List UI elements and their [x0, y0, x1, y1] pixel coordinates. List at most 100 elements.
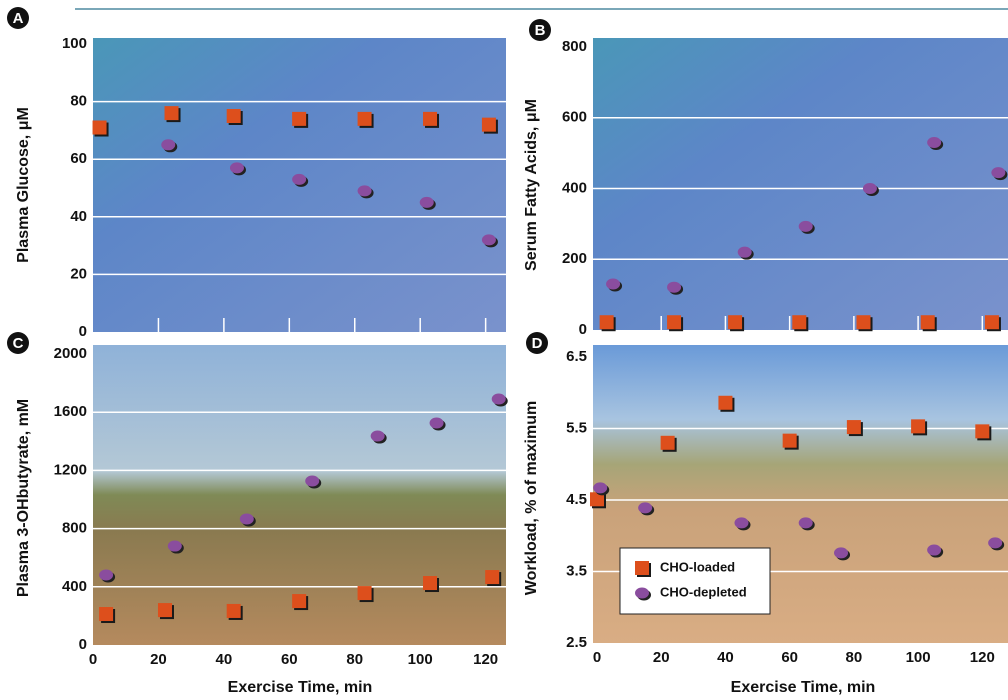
- y-tick-label: 4.5: [566, 491, 587, 508]
- data-point: [798, 517, 813, 529]
- data-point: [423, 111, 438, 126]
- panel-badge: [526, 332, 548, 354]
- data-point: [357, 185, 372, 197]
- data-point: [834, 547, 849, 559]
- data-point: [927, 137, 942, 149]
- x-tick-label: 0: [593, 649, 601, 666]
- panel-badge: [7, 7, 29, 29]
- data-point: [485, 570, 500, 585]
- data-point: [667, 281, 682, 293]
- data-point: [991, 167, 1006, 179]
- data-point: [292, 173, 307, 185]
- y-tick-label: 80: [70, 93, 87, 110]
- data-point: [798, 220, 813, 232]
- y-tick-label: 0: [79, 636, 87, 653]
- y-tick-label: 2000: [54, 345, 87, 362]
- y-tick-label: 400: [62, 578, 87, 595]
- x-tick-label: 20: [150, 651, 167, 668]
- x-axis-title: Exercise Time, min: [228, 679, 373, 696]
- legend-box: [619, 547, 771, 615]
- x-axis-title: Exercise Time, min: [731, 679, 876, 696]
- y-tick-label: 800: [562, 38, 587, 55]
- data-point: [429, 417, 444, 429]
- y-tick-label: 0: [579, 321, 587, 338]
- y-tick-label: 400: [562, 179, 587, 196]
- x-tick-label: 40: [717, 649, 734, 666]
- data-point: [660, 435, 675, 450]
- x-tick-label: 80: [346, 651, 363, 668]
- y-tick-label: 200: [562, 250, 587, 267]
- x-tick-label: 20: [653, 649, 670, 666]
- legend-label: CHO-depleted: [660, 584, 747, 599]
- data-point: [593, 482, 608, 494]
- x-tick-label: 100: [408, 651, 433, 668]
- data-point: [229, 162, 244, 174]
- data-point: [491, 393, 506, 405]
- y-tick-label: 3.5: [566, 562, 587, 579]
- y-tick-label: 800: [62, 520, 87, 537]
- x-tick-label: 40: [216, 651, 233, 668]
- x-tick-label: 80: [846, 649, 863, 666]
- data-point: [856, 315, 871, 330]
- data-point: [226, 109, 241, 123]
- panel-label: C: [13, 335, 24, 352]
- y-axis-title: Plasma 3-OHbutyrate, mM: [15, 399, 32, 597]
- y-tick-label: 2.5: [566, 634, 587, 651]
- y-tick-label: 1200: [54, 461, 87, 478]
- data-point: [423, 576, 438, 591]
- data-point: [92, 120, 107, 135]
- data-point: [911, 419, 926, 434]
- y-tick-label: 5.5: [566, 419, 587, 436]
- legend-label: CHO-loaded: [660, 559, 735, 574]
- data-point: [99, 569, 114, 581]
- y-tick-label: 60: [70, 150, 87, 167]
- x-tick-label: 100: [906, 649, 931, 666]
- data-point: [590, 492, 604, 507]
- data-point: [927, 544, 942, 556]
- x-tick-label: 120: [473, 651, 498, 668]
- data-point: [226, 603, 241, 618]
- data-point: [357, 111, 372, 126]
- x-tick-label: 60: [781, 649, 798, 666]
- y-axis-title: Workload, % of maximum: [523, 401, 540, 595]
- panel-label: D: [532, 335, 543, 352]
- data-point: [667, 315, 682, 330]
- y-tick-label: 1600: [54, 403, 87, 420]
- data-point: [305, 475, 320, 487]
- panel-badge: [7, 332, 29, 354]
- y-axis-title: Serum Fatty Acids, μM: [523, 99, 540, 271]
- data-point: [734, 517, 749, 529]
- data-point: [161, 139, 176, 151]
- y-tick-label: 40: [70, 208, 87, 225]
- data-point: [846, 420, 861, 435]
- legend-swatch: [635, 561, 649, 575]
- data-point: [975, 424, 990, 439]
- y-axis-title: Plasma Glucose, μM: [15, 107, 32, 263]
- data-point: [157, 603, 172, 618]
- data-point: [419, 196, 434, 208]
- data-point: [370, 430, 385, 442]
- x-tick-label: 60: [281, 651, 298, 668]
- data-point: [357, 586, 372, 601]
- data-point: [728, 315, 743, 330]
- data-point: [239, 513, 254, 525]
- data-point: [606, 278, 621, 290]
- y-tick-label: 6.5: [566, 348, 587, 365]
- data-point: [638, 502, 653, 514]
- panel-badge: [529, 19, 551, 41]
- data-point: [164, 106, 179, 121]
- y-tick-label: 600: [562, 109, 587, 126]
- data-point: [988, 537, 1003, 549]
- x-tick-label: 120: [970, 649, 995, 666]
- data-point: [292, 594, 307, 609]
- legend-swatch: [635, 587, 649, 599]
- plot-background: [593, 38, 1008, 330]
- data-point: [737, 246, 752, 258]
- data-point: [862, 183, 877, 194]
- data-point: [782, 433, 797, 448]
- data-point: [920, 315, 935, 330]
- data-point: [718, 395, 733, 410]
- data-point: [984, 315, 999, 330]
- panel-label: B: [535, 22, 546, 39]
